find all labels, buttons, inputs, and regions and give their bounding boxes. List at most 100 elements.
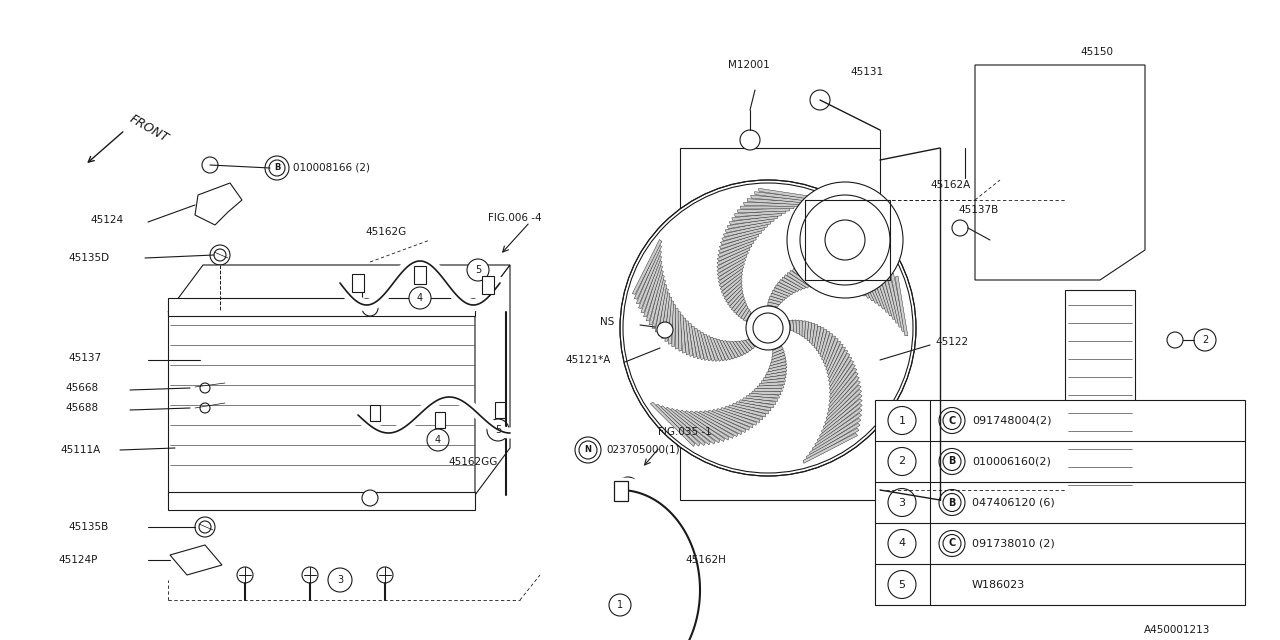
Text: B: B <box>948 456 956 467</box>
Polygon shape <box>724 283 742 300</box>
Polygon shape <box>718 237 756 253</box>
Polygon shape <box>727 218 774 228</box>
Polygon shape <box>841 257 867 296</box>
Text: 4: 4 <box>435 435 442 445</box>
Polygon shape <box>726 341 739 358</box>
Circle shape <box>888 488 916 516</box>
Polygon shape <box>755 191 814 202</box>
Polygon shape <box>650 402 695 447</box>
Text: 1: 1 <box>899 415 905 426</box>
Polygon shape <box>719 340 732 360</box>
Circle shape <box>237 567 253 583</box>
Polygon shape <box>742 340 753 351</box>
Polygon shape <box>833 257 859 292</box>
Polygon shape <box>772 347 783 353</box>
Polygon shape <box>759 188 819 200</box>
Polygon shape <box>812 324 818 346</box>
Text: 010006160(2): 010006160(2) <box>972 456 1051 467</box>
Circle shape <box>200 403 210 413</box>
Polygon shape <box>809 323 815 344</box>
Text: 3: 3 <box>899 497 905 508</box>
Polygon shape <box>669 408 716 444</box>
Polygon shape <box>824 390 861 425</box>
Polygon shape <box>820 332 829 358</box>
Polygon shape <box>828 350 847 383</box>
Polygon shape <box>749 339 756 347</box>
Polygon shape <box>736 302 746 316</box>
Text: 1: 1 <box>625 483 631 493</box>
Polygon shape <box>724 406 763 420</box>
Bar <box>614 481 628 501</box>
Text: 5: 5 <box>495 425 502 435</box>
Polygon shape <box>768 365 787 372</box>
Polygon shape <box>799 264 824 286</box>
Polygon shape <box>749 394 780 398</box>
Text: A450001213: A450001213 <box>1143 625 1210 635</box>
Polygon shape <box>736 402 771 411</box>
Text: 1: 1 <box>617 600 623 610</box>
Circle shape <box>1167 332 1183 348</box>
Polygon shape <box>730 216 778 225</box>
Polygon shape <box>703 411 746 433</box>
Polygon shape <box>740 206 795 209</box>
Polygon shape <box>767 368 787 375</box>
Bar <box>876 400 1245 605</box>
Polygon shape <box>754 388 782 392</box>
Circle shape <box>362 300 378 316</box>
Bar <box>1065 290 1135 500</box>
Polygon shape <box>780 280 800 292</box>
Polygon shape <box>829 368 856 403</box>
Circle shape <box>940 490 965 515</box>
Text: C: C <box>948 415 956 426</box>
Text: 45668: 45668 <box>65 383 99 393</box>
Text: 45162G: 45162G <box>365 227 406 237</box>
Polygon shape <box>814 326 820 349</box>
Polygon shape <box>732 341 744 356</box>
Polygon shape <box>721 276 742 294</box>
Text: M12001: M12001 <box>728 60 769 70</box>
Circle shape <box>378 567 393 583</box>
Polygon shape <box>641 260 662 313</box>
Polygon shape <box>771 293 786 300</box>
Polygon shape <box>817 259 844 287</box>
Bar <box>413 266 426 284</box>
Text: FIG.006 -4: FIG.006 -4 <box>488 213 541 223</box>
Polygon shape <box>748 198 804 205</box>
Polygon shape <box>672 304 676 347</box>
Polygon shape <box>782 277 803 291</box>
Text: N: N <box>585 445 591 454</box>
Polygon shape <box>777 282 796 293</box>
Polygon shape <box>680 315 686 353</box>
Polygon shape <box>823 336 836 364</box>
Polygon shape <box>817 328 824 351</box>
Polygon shape <box>772 349 785 356</box>
Polygon shape <box>739 305 748 317</box>
Text: B: B <box>948 497 956 508</box>
Polygon shape <box>689 324 696 358</box>
Polygon shape <box>809 260 836 286</box>
Polygon shape <box>828 257 855 291</box>
Circle shape <box>210 245 230 265</box>
Polygon shape <box>689 411 733 438</box>
Polygon shape <box>719 269 742 287</box>
Text: 45162A: 45162A <box>931 180 970 190</box>
Polygon shape <box>891 273 905 332</box>
Polygon shape <box>813 418 861 451</box>
Polygon shape <box>850 257 874 301</box>
Text: 45111A: 45111A <box>60 445 100 455</box>
Text: 5: 5 <box>475 265 481 275</box>
Polygon shape <box>827 381 860 416</box>
Text: 2: 2 <box>1202 335 1208 345</box>
Polygon shape <box>712 410 753 428</box>
Polygon shape <box>646 270 663 321</box>
Polygon shape <box>634 244 662 300</box>
Polygon shape <box>771 358 786 366</box>
Polygon shape <box>751 195 809 203</box>
Polygon shape <box>846 257 870 298</box>
Text: 4: 4 <box>899 538 905 548</box>
Circle shape <box>888 406 916 435</box>
Text: B: B <box>274 163 280 173</box>
Polygon shape <box>799 320 803 335</box>
Circle shape <box>740 130 760 150</box>
Text: 3: 3 <box>337 575 343 585</box>
